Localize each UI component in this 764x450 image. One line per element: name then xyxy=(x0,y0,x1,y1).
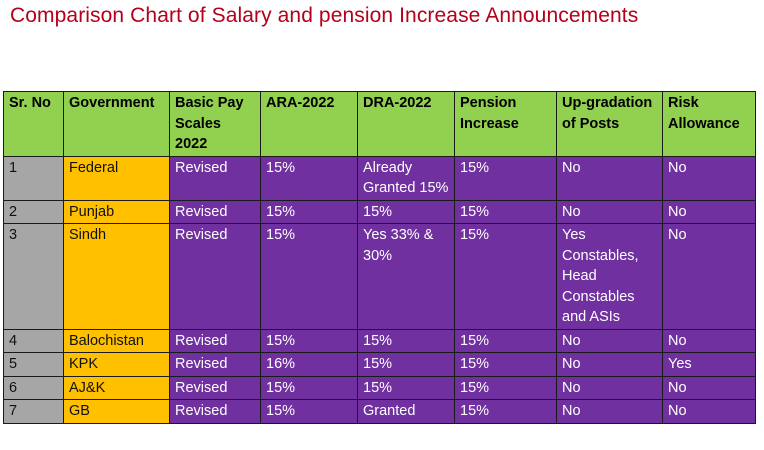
table-row: 4 Balochistan Revised 15% 15% 15% No No xyxy=(3,328,756,353)
table-row: 7 GB Revised 15% Granted 15% No No xyxy=(3,399,756,424)
dra-cell: Yes 33% & 30% xyxy=(357,223,455,330)
sr-no-cell: 4 xyxy=(3,328,64,353)
risk-allowance-cell: No xyxy=(662,199,756,224)
basic-pay-cell: Revised xyxy=(169,328,261,353)
sr-no-cell: 2 xyxy=(3,199,64,224)
upgradation-cell: No xyxy=(556,199,663,224)
risk-allowance-cell: No xyxy=(662,399,756,424)
dra-cell: 15% xyxy=(357,375,455,400)
risk-allowance-cell: No xyxy=(662,223,756,330)
dra-cell: 15% xyxy=(357,328,455,353)
pension-cell: 15% xyxy=(454,328,557,353)
table-row: 6 AJ&K Revised 15% 15% 15% No No xyxy=(3,375,756,400)
table-row: 5 KPK Revised 16% 15% 15% No Yes xyxy=(3,352,756,377)
upgradation-cell: No xyxy=(556,399,663,424)
sr-no-cell: 6 xyxy=(3,375,64,400)
sr-no-cell: 5 xyxy=(3,352,64,377)
column-header: ARA-2022 xyxy=(260,91,358,157)
ara-cell: 15% xyxy=(260,328,358,353)
government-cell: Balochistan xyxy=(63,328,170,353)
dra-cell: 15% xyxy=(357,199,455,224)
government-cell: Punjab xyxy=(63,199,170,224)
dra-cell: 15% xyxy=(357,352,455,377)
upgradation-cell: No xyxy=(556,155,663,201)
table-header-row: Sr. No Government Basic Pay Scales 2022 … xyxy=(3,91,756,157)
ara-cell: 15% xyxy=(260,199,358,224)
upgradation-cell: No xyxy=(556,352,663,377)
risk-allowance-cell: No xyxy=(662,155,756,201)
column-header: Basic Pay Scales 2022 xyxy=(169,91,261,157)
column-header: Pension Increase xyxy=(454,91,557,157)
pension-cell: 15% xyxy=(454,199,557,224)
column-header: Government xyxy=(63,91,170,157)
ara-cell: 15% xyxy=(260,223,358,330)
basic-pay-cell: Revised xyxy=(169,155,261,201)
ara-cell: 15% xyxy=(260,155,358,201)
pension-cell: 15% xyxy=(454,155,557,201)
upgradation-cell: Yes Constables, Head Constables and ASIs xyxy=(556,223,663,330)
sr-no-cell: 7 xyxy=(3,399,64,424)
column-header: Sr. No xyxy=(3,91,64,157)
column-header: Up-gradation of Posts xyxy=(556,91,663,157)
basic-pay-cell: Revised xyxy=(169,375,261,400)
table-row: 3 Sindh Revised 15% Yes 33% & 30% 15% Ye… xyxy=(3,223,756,330)
ara-cell: 16% xyxy=(260,352,358,377)
pension-cell: 15% xyxy=(454,399,557,424)
basic-pay-cell: Revised xyxy=(169,199,261,224)
page-title: Comparison Chart of Salary and pension I… xyxy=(10,4,639,27)
column-header: DRA-2022 xyxy=(357,91,455,157)
government-cell: Sindh xyxy=(63,223,170,330)
pension-cell: 15% xyxy=(454,223,557,330)
ara-cell: 15% xyxy=(260,375,358,400)
risk-allowance-cell: No xyxy=(662,328,756,353)
upgradation-cell: No xyxy=(556,328,663,353)
dra-cell: Granted xyxy=(357,399,455,424)
basic-pay-cell: Revised xyxy=(169,399,261,424)
upgradation-cell: No xyxy=(556,375,663,400)
risk-allowance-cell: Yes xyxy=(662,352,756,377)
column-header: Risk Allowance xyxy=(662,91,756,157)
table-row: 2 Punjab Revised 15% 15% 15% No No xyxy=(3,199,756,224)
government-cell: KPK xyxy=(63,352,170,377)
sr-no-cell: 1 xyxy=(3,155,64,201)
basic-pay-cell: Revised xyxy=(169,223,261,330)
risk-allowance-cell: No xyxy=(662,375,756,400)
pension-cell: 15% xyxy=(454,352,557,377)
pension-cell: 15% xyxy=(454,375,557,400)
comparison-table: Sr. No Government Basic Pay Scales 2022 … xyxy=(3,91,756,424)
ara-cell: 15% xyxy=(260,399,358,424)
government-cell: AJ&K xyxy=(63,375,170,400)
basic-pay-cell: Revised xyxy=(169,352,261,377)
sr-no-cell: 3 xyxy=(3,223,64,330)
government-cell: Federal xyxy=(63,155,170,201)
dra-cell: Already Granted 15% xyxy=(357,155,455,201)
table-row: 1 Federal Revised 15% Already Granted 15… xyxy=(3,155,756,201)
government-cell: GB xyxy=(63,399,170,424)
